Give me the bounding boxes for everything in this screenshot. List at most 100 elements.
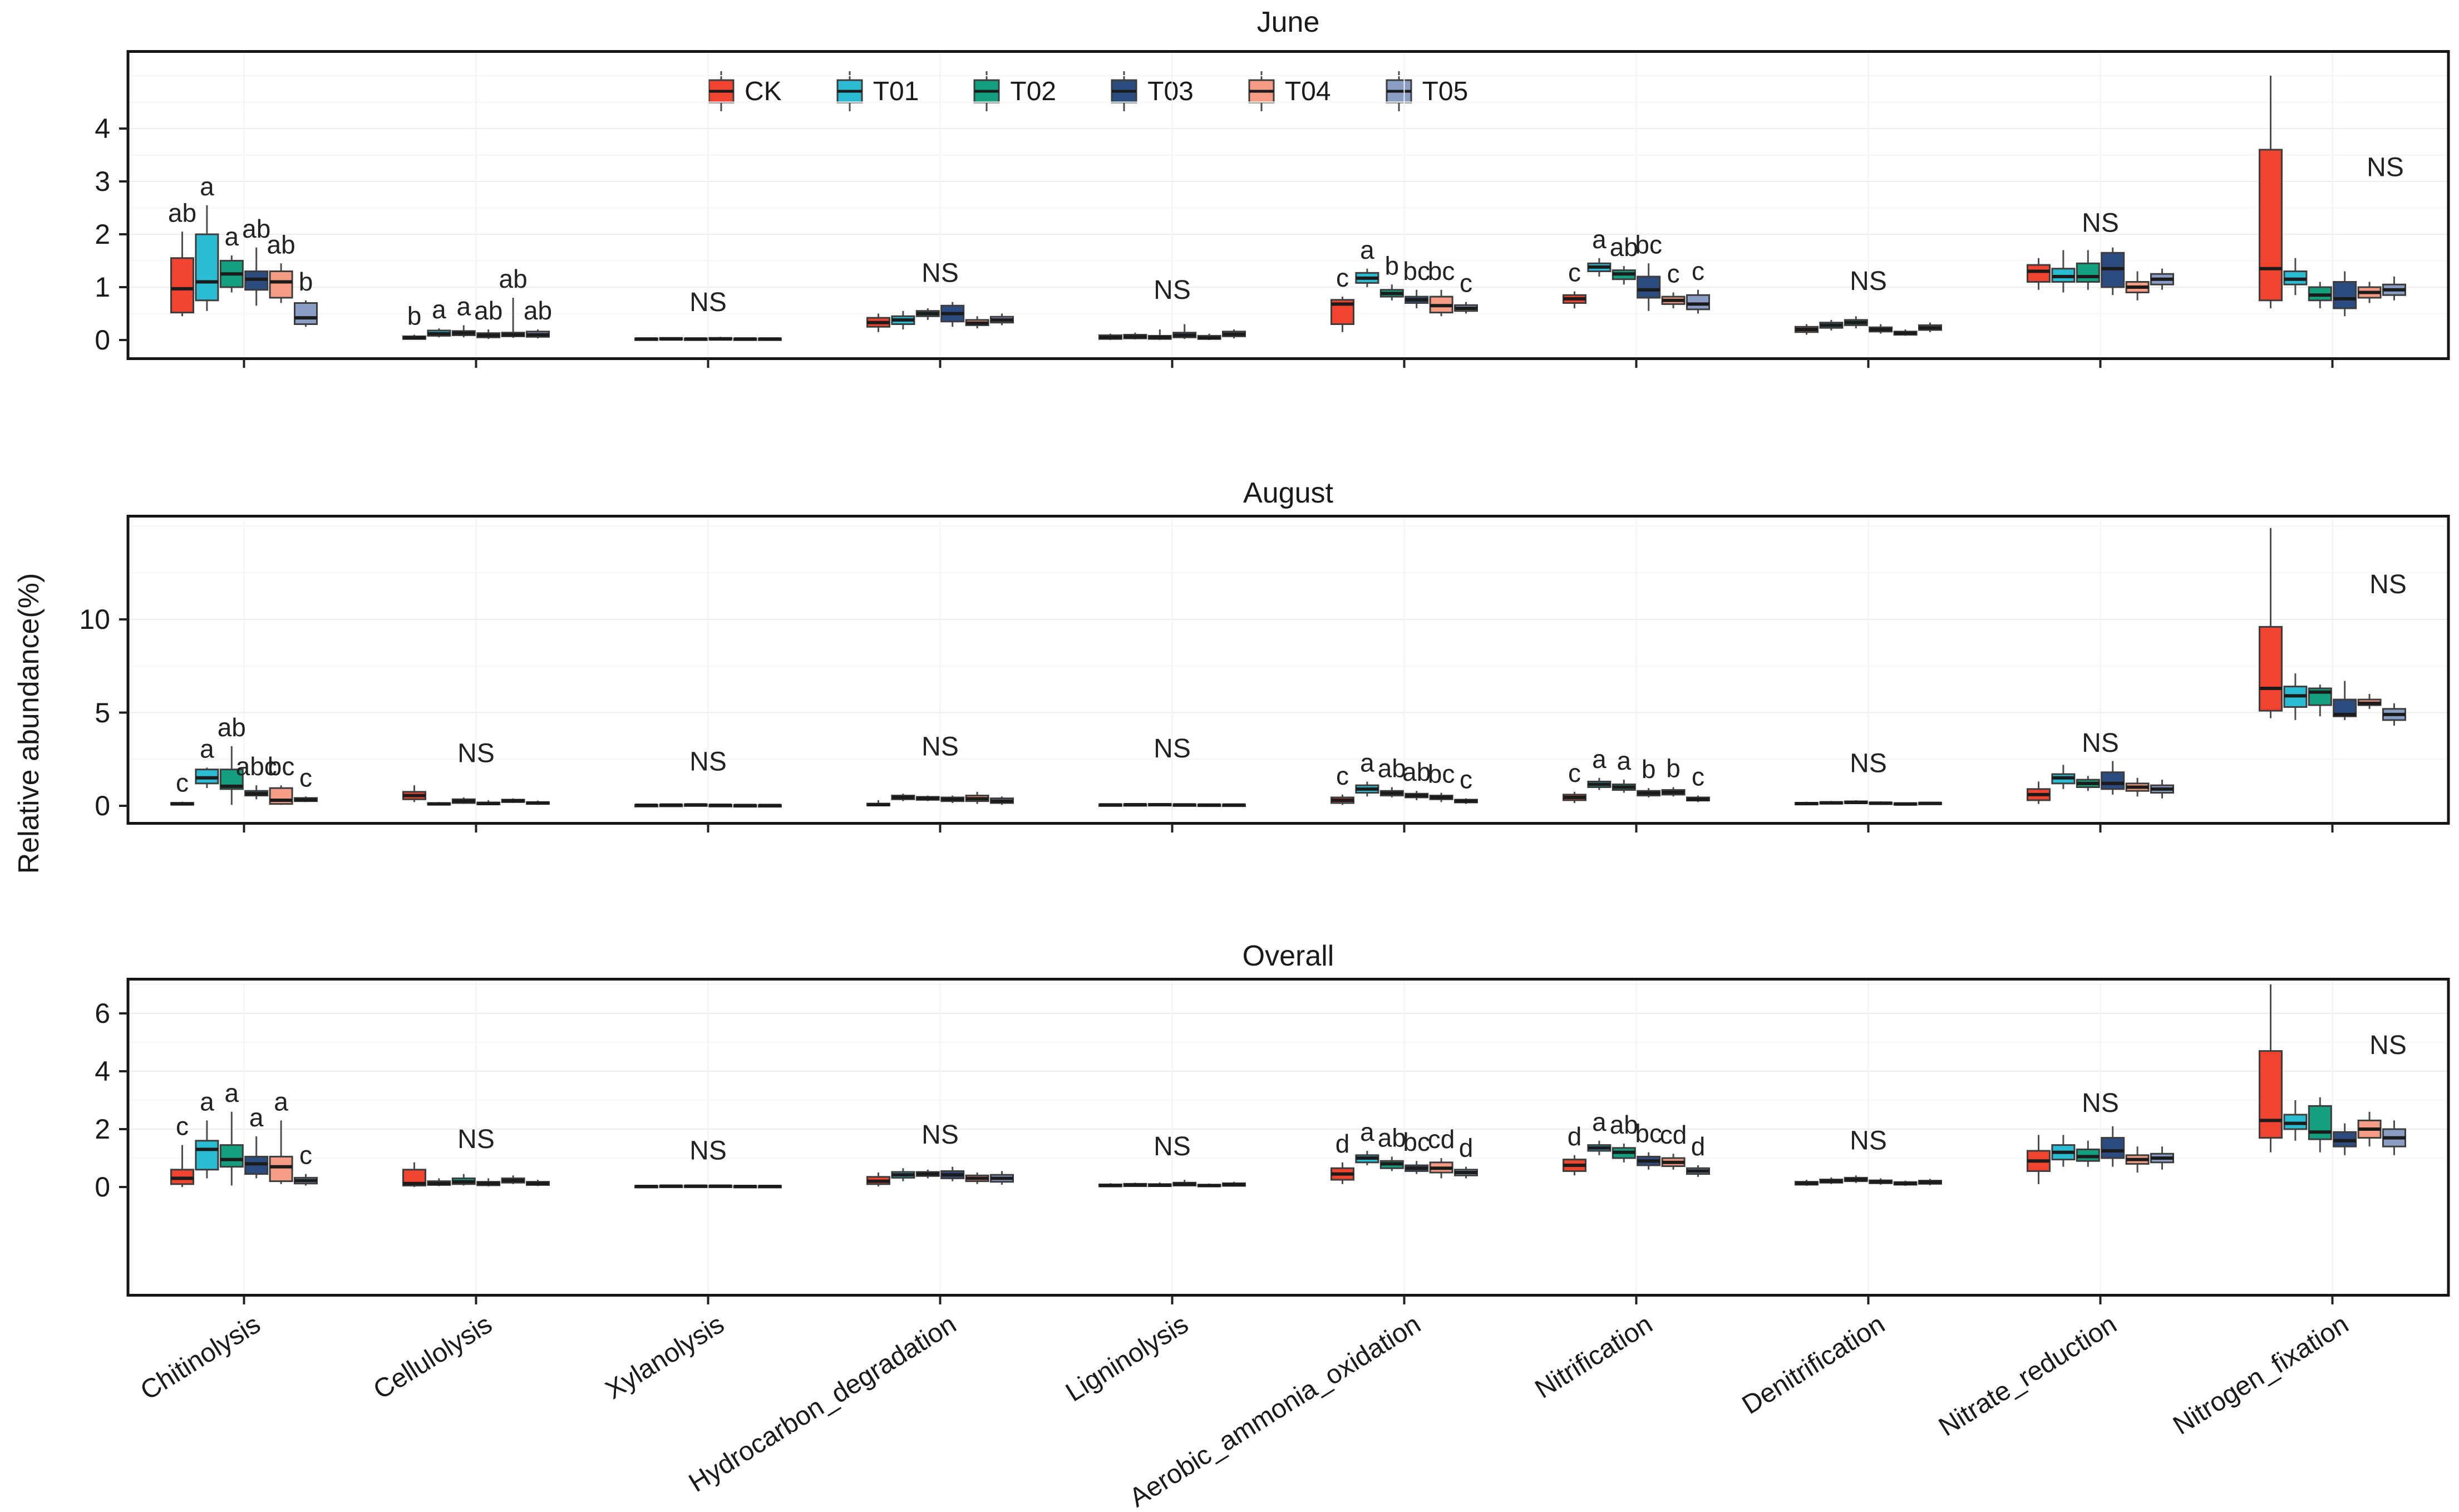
sig-ns: NS xyxy=(1850,267,1887,296)
box-T05 xyxy=(294,302,318,325)
sig-letter: c xyxy=(1460,269,1472,298)
box-CK xyxy=(2259,1050,2283,1139)
box-T03 xyxy=(2333,281,2357,309)
legend-boxplot-icon xyxy=(1248,71,1275,111)
sig-letter: ab xyxy=(1378,1123,1406,1152)
sig-letter: a xyxy=(249,1103,264,1132)
x-axis-label-chitinolysis: Chitinolysis xyxy=(135,1309,266,1406)
sig-letter: bc xyxy=(1428,760,1455,789)
panel-border xyxy=(126,978,2450,1297)
sig-ns: NS xyxy=(2082,208,2119,238)
sig-letter: bc xyxy=(268,752,295,781)
sig-letter: c xyxy=(299,763,312,792)
legend: CK T01 T02 T03 T04 T05 xyxy=(707,70,1468,112)
box-T02 xyxy=(219,1144,244,1168)
sig-letter: d xyxy=(1691,1132,1706,1161)
sig-ns: NS xyxy=(2367,153,2404,183)
x-axis-label-nitrogen_fixation: Nitrogen_fixation xyxy=(2168,1309,2354,1441)
y-tick-label: 5 xyxy=(95,697,110,728)
panel-border xyxy=(126,50,2450,360)
sig-ns: NS xyxy=(2082,728,2119,758)
x-axis-label-cellulolysis: Cellulolysis xyxy=(368,1309,498,1406)
sig-letter: abc xyxy=(236,752,277,781)
y-tick-label: 1 xyxy=(95,272,110,303)
legend-boxplot-icon xyxy=(836,71,863,111)
x-axis-label-denitrification: Denitrification xyxy=(1737,1309,1890,1420)
y-tick-label: 0 xyxy=(95,790,110,821)
sig-letter: d xyxy=(1459,1134,1474,1163)
sig-letter: ab xyxy=(524,296,552,325)
panel-title-overall: Overall xyxy=(1242,940,1334,972)
box-T05 xyxy=(1686,294,1710,311)
sig-letter: bc xyxy=(1428,257,1455,285)
legend-boxplot-icon xyxy=(1386,71,1412,111)
box-CK xyxy=(2027,264,2051,283)
y-tick-label: 3 xyxy=(95,166,110,197)
y-tick-label: 4 xyxy=(95,113,110,144)
sig-letter: b xyxy=(1666,754,1681,783)
box-T03 xyxy=(2101,771,2125,790)
sig-letter: a xyxy=(457,292,471,321)
sig-letter: ab xyxy=(267,230,295,259)
box-T03 xyxy=(1637,275,1661,299)
sig-letter: ab xyxy=(1378,754,1406,783)
sig-letter: c xyxy=(1568,759,1581,787)
sig-letter: a xyxy=(200,1087,214,1116)
sig-letter: a xyxy=(1592,1107,1607,1136)
box-T03 xyxy=(2101,1137,2125,1159)
sig-letter: ab xyxy=(1402,757,1431,786)
sig-ns: NS xyxy=(2369,570,2407,599)
y-tick-label: 6 xyxy=(95,998,110,1029)
sig-letter: a xyxy=(432,295,446,324)
sig-letter: c xyxy=(176,769,189,797)
sig-letter: c xyxy=(299,1141,312,1170)
legend-item-t02: T02 xyxy=(972,70,1056,112)
sig-ns: NS xyxy=(921,1120,959,1150)
box-T02 xyxy=(2076,262,2100,283)
legend-label: T01 xyxy=(873,76,919,106)
legend-label: CK xyxy=(745,76,782,106)
sig-letter: c xyxy=(1568,258,1581,287)
sig-letter: c xyxy=(1692,762,1704,791)
sig-ns: NS xyxy=(1154,275,1191,305)
box-T02 xyxy=(2308,1105,2332,1140)
sig-ns: NS xyxy=(2369,1031,2407,1060)
sig-letter: a xyxy=(1360,1117,1374,1146)
legend-label: T03 xyxy=(1147,76,1194,106)
sig-letter: b xyxy=(1642,755,1656,784)
box-T04 xyxy=(269,1155,293,1183)
sig-letter: bc xyxy=(1403,257,1430,285)
sig-letter: a xyxy=(1360,235,1374,264)
sig-ns: NS xyxy=(689,1136,727,1166)
sig-letter: c xyxy=(1692,257,1704,285)
y-tick-label: 0 xyxy=(95,1171,110,1203)
box-T01 xyxy=(195,1140,219,1171)
sig-letter: c xyxy=(1667,259,1680,288)
box-T01 xyxy=(195,233,219,302)
legend-item-t01: T01 xyxy=(835,70,919,112)
legend-boxplot-icon xyxy=(973,71,1000,111)
legend-label: T05 xyxy=(1422,76,1468,106)
y-tick-label: 10 xyxy=(79,604,110,635)
sig-letter: a xyxy=(200,734,214,763)
x-axis-label-nitrate_reduction: Nitrate_reduction xyxy=(1934,1309,2122,1442)
sig-letter: cd xyxy=(1660,1120,1687,1149)
sig-letter: a xyxy=(225,222,239,251)
sig-letter: ab xyxy=(474,296,502,325)
sig-letter: bc xyxy=(1403,1127,1430,1156)
sig-letter: a xyxy=(225,1078,239,1107)
x-axis-label-xylanolysis: Xylanolysis xyxy=(600,1309,730,1406)
sig-letter: ab xyxy=(1610,1110,1638,1139)
sig-letter: d xyxy=(1336,1129,1350,1158)
sig-ns: NS xyxy=(1154,1132,1191,1161)
sig-letter: b xyxy=(1385,251,1399,280)
legend-item-t04: T04 xyxy=(1247,70,1331,112)
sig-letter: bc xyxy=(1635,1119,1662,1148)
sig-letter: c xyxy=(1336,761,1349,790)
sig-letter: d xyxy=(1568,1122,1582,1151)
y-tick-label: 2 xyxy=(95,219,110,250)
sig-letter: ab xyxy=(1610,233,1638,262)
